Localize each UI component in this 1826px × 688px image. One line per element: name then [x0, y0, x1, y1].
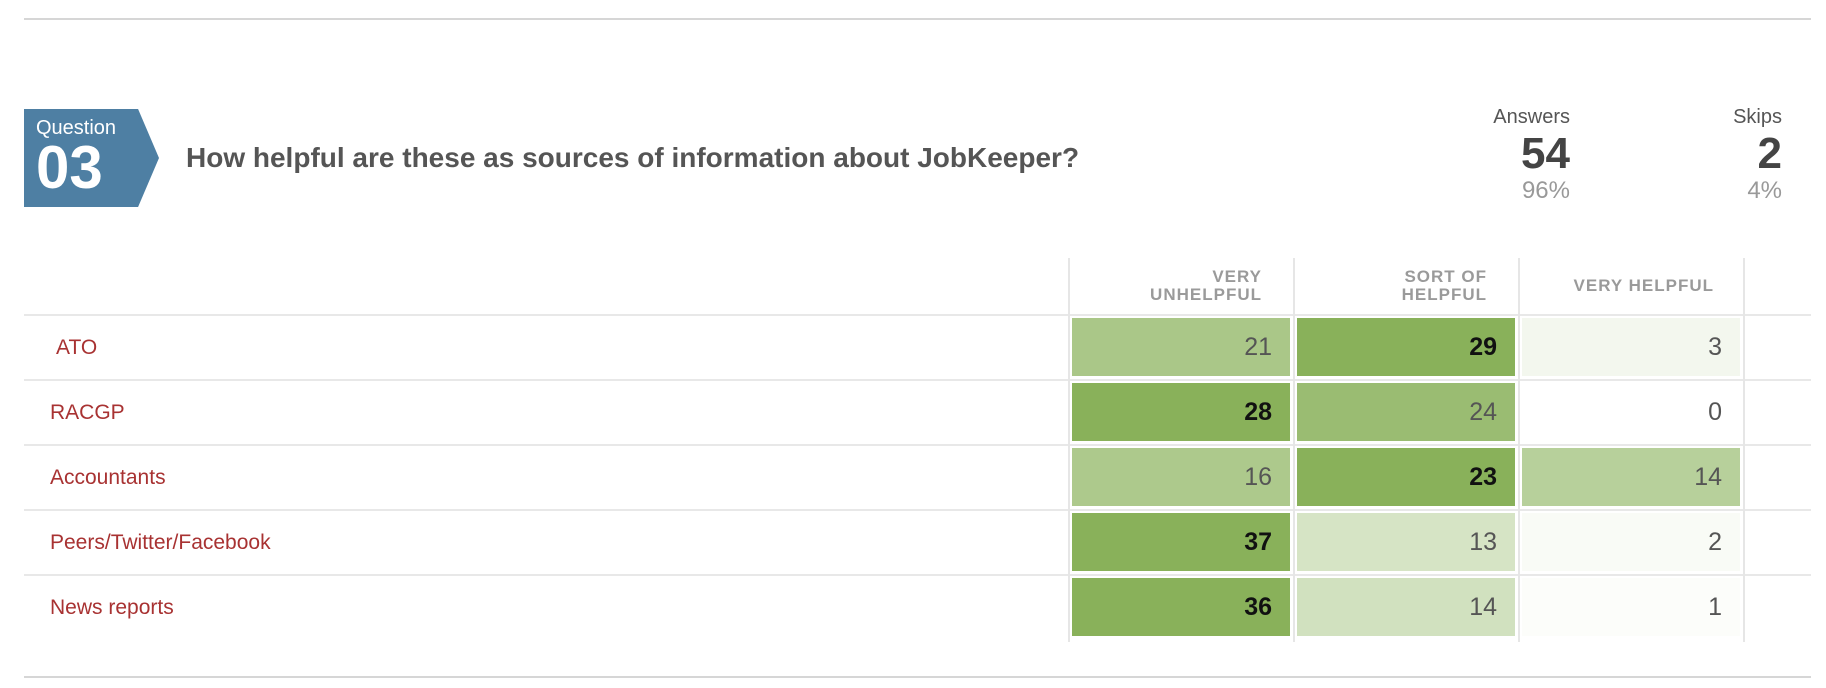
- table-cell: 2: [1522, 513, 1740, 571]
- row-label: RACGP: [50, 401, 125, 424]
- table-cell: 28: [1072, 383, 1290, 441]
- table-cell: 21: [1072, 318, 1290, 376]
- column-divider: [1068, 258, 1070, 642]
- table-row: Accountants: [24, 444, 1811, 509]
- table-cell: 0: [1522, 383, 1740, 441]
- table-row: RACGP: [24, 379, 1811, 444]
- question-title: How helpful are these as sources of info…: [186, 142, 1080, 173]
- column-divider: [1293, 258, 1295, 642]
- answers-percent: 96%: [1521, 177, 1570, 204]
- column-divider: [1743, 258, 1745, 642]
- table-row: News reports: [24, 574, 1811, 635]
- row-label: News reports: [50, 596, 174, 619]
- skips-label: Skips: [1733, 106, 1782, 128]
- row-label: Accountants: [50, 466, 166, 489]
- table-row: Peers/Twitter/Facebook: [24, 509, 1811, 574]
- table-row: ATO: [24, 314, 1811, 379]
- answers-stat: Answers 54 96%: [1480, 106, 1570, 205]
- row-label: Peers/Twitter/Facebook: [50, 531, 271, 554]
- answers-count: 54: [1521, 129, 1570, 178]
- table-cell: 24: [1297, 383, 1515, 441]
- table-cell: 37: [1072, 513, 1290, 571]
- row-label: ATO: [56, 336, 98, 359]
- table-cell: 29: [1297, 318, 1515, 376]
- table-cell: 16: [1072, 448, 1290, 506]
- column-divider: [1518, 258, 1520, 642]
- column-header-very-unhelpful: VERY UNHELPFUL: [1150, 267, 1262, 304]
- question-badge-label: Question: [36, 117, 117, 139]
- question-number: 03: [36, 134, 103, 201]
- column-header-very-helpful: VERY HELPFUL: [1573, 276, 1714, 295]
- question-badge: Question 03: [24, 109, 159, 207]
- bottom-divider: [24, 676, 1811, 678]
- table-cell: 23: [1297, 448, 1515, 506]
- table-cell: 14: [1522, 448, 1740, 506]
- table-cell: 14: [1297, 578, 1515, 636]
- table-cell: 36: [1072, 578, 1290, 636]
- table-cell: 1: [1522, 578, 1740, 636]
- skips-stat: Skips 2 4%: [1700, 106, 1782, 205]
- table-cell: 13: [1297, 513, 1515, 571]
- skips-percent: 4%: [1747, 177, 1782, 204]
- top-divider: [24, 18, 1811, 20]
- answers-label: Answers: [1493, 106, 1570, 128]
- table-cell: 3: [1522, 318, 1740, 376]
- skips-count: 2: [1757, 129, 1782, 178]
- column-header-sort-of-helpful: SORT OF HELPFUL: [1401, 267, 1487, 304]
